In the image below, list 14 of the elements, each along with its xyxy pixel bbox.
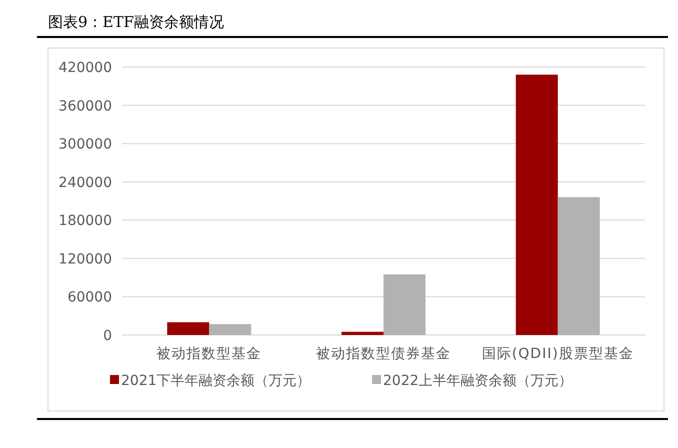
y-tick-label: 180000 bbox=[58, 213, 112, 230]
y-tick-label: 0 bbox=[103, 328, 112, 344]
y-tick-label: 360000 bbox=[58, 98, 112, 114]
legend-label: 2022上半年融资余额（万元） bbox=[383, 373, 573, 389]
x-tick-label: 国际(QDII)股票型基金 bbox=[482, 346, 634, 362]
y-tick-label: 240000 bbox=[58, 174, 112, 191]
y-tick-label: 300000 bbox=[58, 136, 112, 153]
y-tick-label: 60000 bbox=[67, 290, 112, 306]
y-tick-label: 420000 bbox=[58, 60, 112, 76]
legend-label: 2021下半年融资余额（万元） bbox=[121, 373, 311, 389]
y-tick-label: 120000 bbox=[58, 251, 112, 268]
x-tick-label: 被动指数型债券基金 bbox=[316, 346, 451, 362]
x-tick-label: 被动指数型基金 bbox=[156, 346, 262, 362]
chart-title: 图表9：ETF融资余额情况 bbox=[48, 13, 224, 31]
